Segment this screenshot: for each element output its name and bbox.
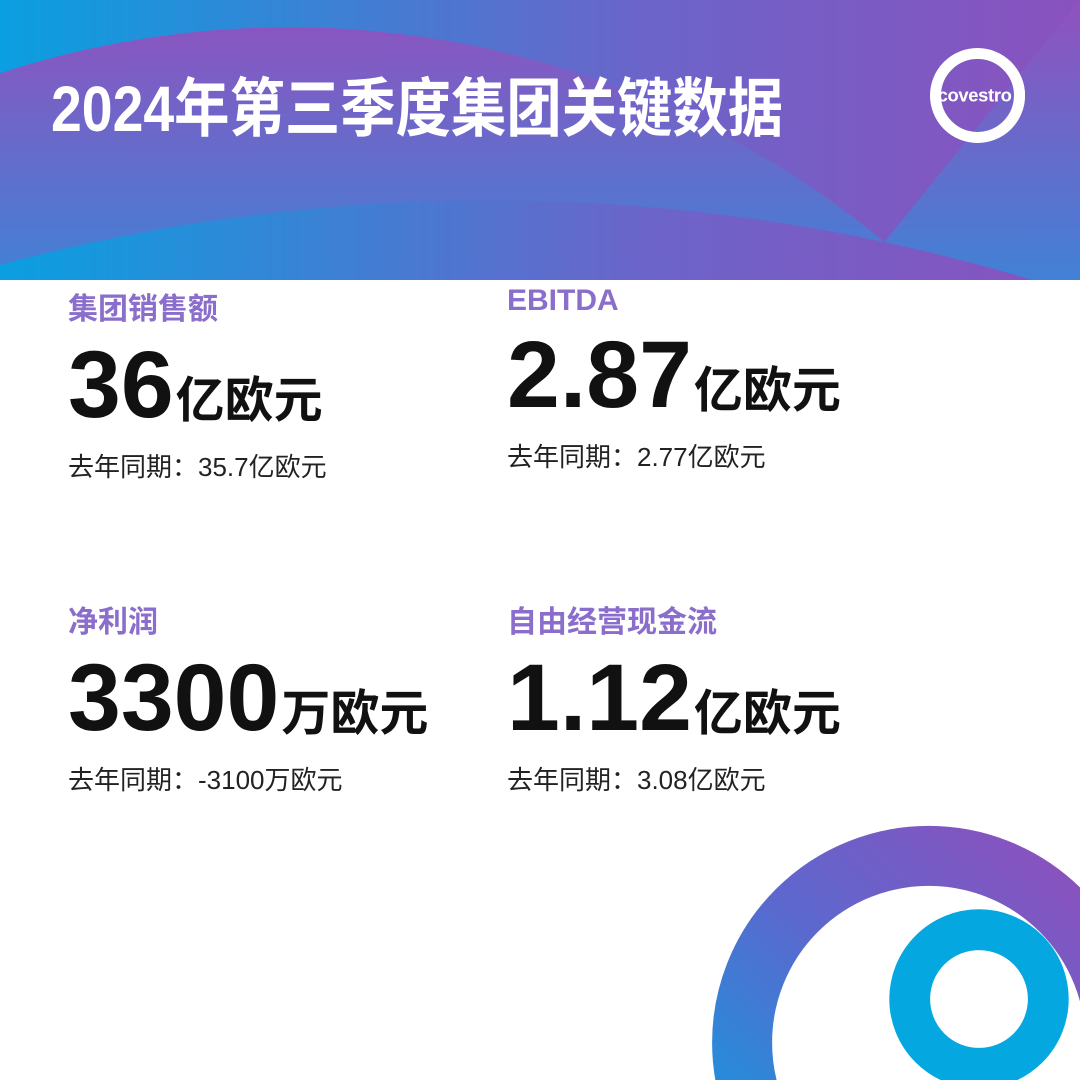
- svg-text:covestro: covestro: [938, 85, 1012, 106]
